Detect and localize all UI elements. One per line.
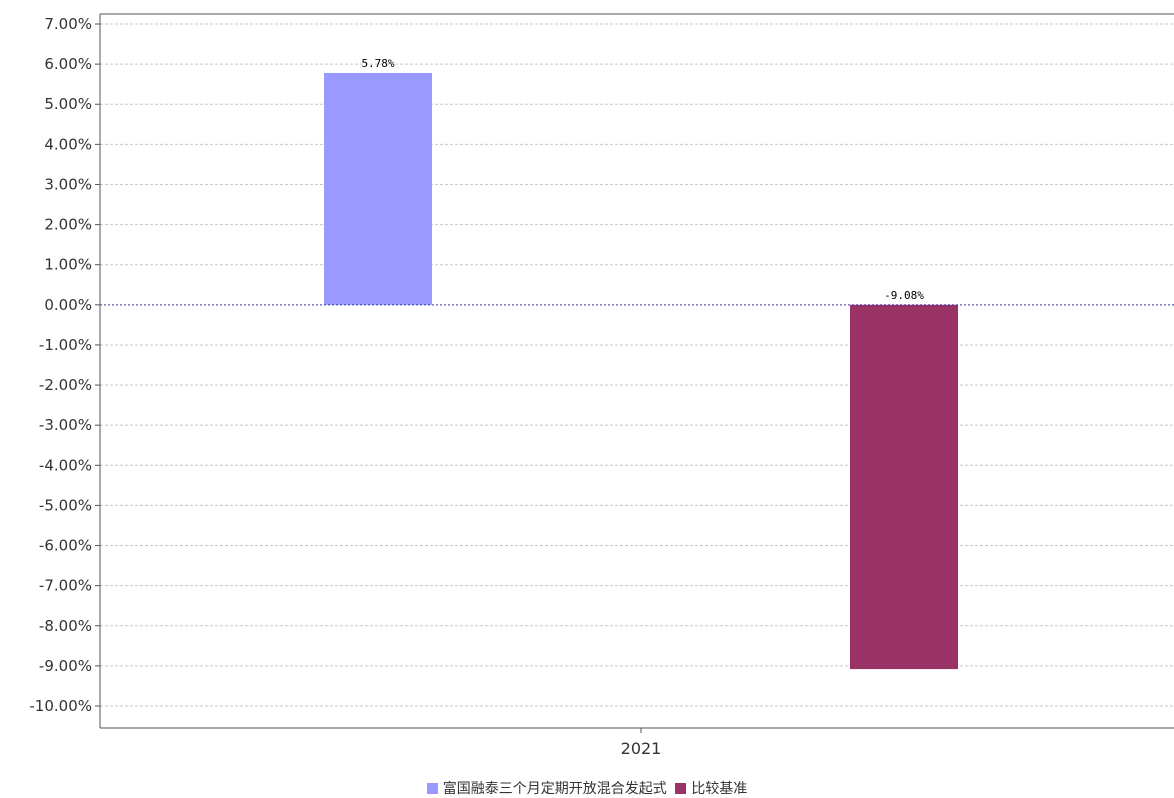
legend: 富国融泰三个月定期开放混合发起式 比较基准 [0, 778, 1174, 798]
y-tick-label: 6.00% [44, 55, 92, 73]
grid-lines [100, 23, 1174, 707]
y-tick-label: 2.00% [44, 216, 92, 234]
y-tick-label: -6.00% [39, 537, 92, 555]
legend-swatch-benchmark [675, 782, 687, 794]
y-tick-label: -3.00% [39, 416, 92, 434]
axes [99, 13, 1174, 729]
y-tick-label: -9.00% [39, 657, 92, 675]
y-tick-label: -7.00% [39, 577, 92, 595]
y-tick-label: -2.00% [39, 376, 92, 394]
x-tick-label: 2021 [621, 739, 662, 758]
data-label-benchmark: -9.08% [884, 289, 924, 302]
y-tick-label: -5.00% [39, 496, 92, 514]
bar-benchmark [850, 304, 958, 670]
y-tick-label: 5.00% [44, 95, 92, 113]
data-labels: 5.78% -9.08% [361, 57, 924, 302]
bar-fund [324, 72, 432, 305]
legend-swatch-fund [426, 782, 438, 794]
data-label-fund: 5.78% [361, 57, 394, 70]
y-tick-label: 1.00% [44, 256, 92, 274]
y-tick-label: -8.00% [39, 617, 92, 635]
y-tick-label: 3.00% [44, 175, 92, 193]
y-tick-label: -4.00% [39, 456, 92, 474]
legend-label-benchmark: 比较基准 [691, 781, 748, 797]
y-tick-label: 4.00% [44, 135, 92, 153]
x-axis-ticks: 2021 [621, 728, 662, 758]
legend-label-fund: 富国融泰三个月定期开放混合发起式 [442, 781, 667, 797]
bars [324, 72, 958, 670]
y-tick-label: -1.00% [39, 336, 92, 354]
y-tick-label: -10.00% [29, 697, 92, 715]
legend-item-fund: 富国融泰三个月定期开放混合发起式 [426, 778, 667, 798]
legend-item-benchmark: 比较基准 [675, 778, 747, 798]
y-tick-label: 7.00% [44, 15, 92, 33]
y-tick-label: 0.00% [44, 296, 92, 314]
y-axis-ticks: 7.00% 6.00% 5.00% 4.00% 3.00% 2.00% 1.00% 0.00%… [29, 15, 100, 715]
